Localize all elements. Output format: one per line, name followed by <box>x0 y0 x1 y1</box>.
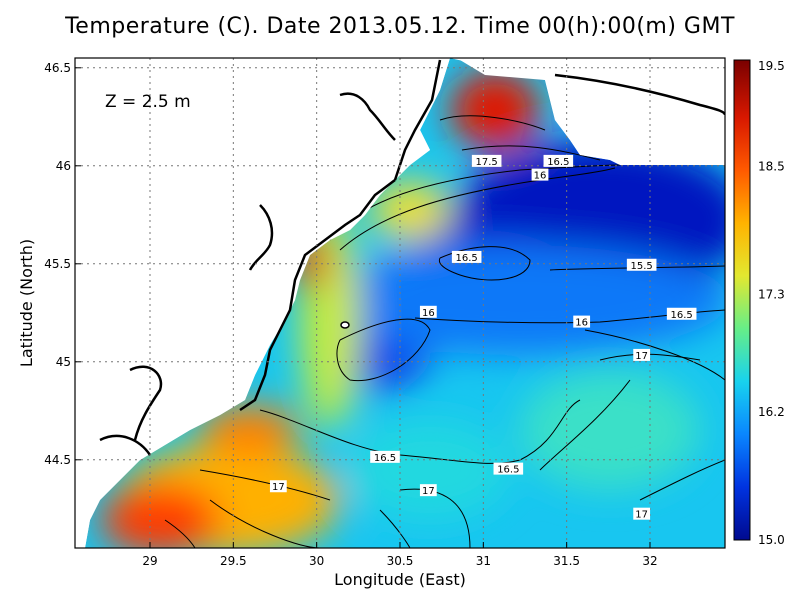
contour-label: 17 <box>269 480 287 493</box>
contour-label: 16 <box>419 305 437 319</box>
colorbar <box>733 59 751 541</box>
contour-label: 16 <box>531 168 549 182</box>
contour-label: 17.5 <box>471 154 502 168</box>
depth-annotation: Z = 2.5 m <box>105 92 191 112</box>
contour-label: 17 <box>633 507 651 521</box>
x-tick-label: 29 <box>142 554 157 568</box>
chart-title: Temperature (C). Date 2013.05.12. Time 0… <box>65 14 735 39</box>
contour-label: 16.5 <box>666 307 697 321</box>
y-tick-label: 45 <box>56 355 71 369</box>
svg-text:17: 17 <box>272 482 285 493</box>
y-tick-label: 44.5 <box>44 453 71 467</box>
grid <box>75 58 725 548</box>
x-tick-label: 30 <box>309 554 324 568</box>
svg-text:17: 17 <box>422 486 435 497</box>
y-tick-label: 45.5 <box>44 257 71 271</box>
x-tick-label: 31 <box>476 554 491 568</box>
x-tick-label: 30.5 <box>387 554 414 568</box>
colorbar-ticks: 15.0 16.2 17.3 18.5 19.5 <box>758 59 785 547</box>
svg-text:17: 17 <box>635 351 648 362</box>
contour-label: 16.5 <box>370 450 400 464</box>
contour-label: 17 <box>633 348 651 362</box>
svg-text:16: 16 <box>534 171 547 182</box>
svg-text:16: 16 <box>575 318 588 329</box>
colorbar-tick-label: 18.5 <box>758 160 785 174</box>
svg-text:16.5: 16.5 <box>456 253 478 264</box>
svg-text:16.5: 16.5 <box>374 453 396 464</box>
coastline <box>75 58 725 548</box>
contour-label: 16.5 <box>451 250 482 264</box>
svg-text:15.5: 15.5 <box>631 261 653 272</box>
colorbar-tick-label: 15.0 <box>758 533 785 547</box>
svg-text:16: 16 <box>422 308 435 319</box>
y-tick-label: 46 <box>56 159 71 173</box>
colorbar-tick-label: 16.2 <box>758 405 785 419</box>
x-tick-label: 31.5 <box>553 554 580 568</box>
colorbar-tick-label: 17.3 <box>758 288 785 302</box>
contour-label: 15.5 <box>626 258 657 272</box>
contour-label: 17 <box>419 484 437 497</box>
svg-text:17: 17 <box>635 510 648 521</box>
x-tick-label: 32 <box>642 554 657 568</box>
x-axis: 29 29.5 30 30.5 31 31.5 32 <box>142 542 658 568</box>
svg-text:16.5: 16.5 <box>497 465 519 476</box>
x-tick-label: 29.5 <box>220 554 247 568</box>
contour-label: 16.5 <box>543 154 574 168</box>
svg-text:17.5: 17.5 <box>476 157 498 168</box>
svg-text:16.5: 16.5 <box>671 310 693 321</box>
y-axis-label: Latitude (North) <box>17 239 36 367</box>
svg-text:16.5: 16.5 <box>547 157 569 168</box>
colorbar-tick-label: 19.5 <box>758 59 785 73</box>
x-axis-label: Longitude (East) <box>334 570 466 589</box>
y-tick-label: 46.5 <box>44 61 71 75</box>
y-axis: 44.5 45 45.5 46 46.5 <box>44 61 81 467</box>
contour-label: 16.5 <box>493 462 524 476</box>
contour-label: 16 <box>573 315 591 329</box>
temperature-field <box>75 58 725 548</box>
